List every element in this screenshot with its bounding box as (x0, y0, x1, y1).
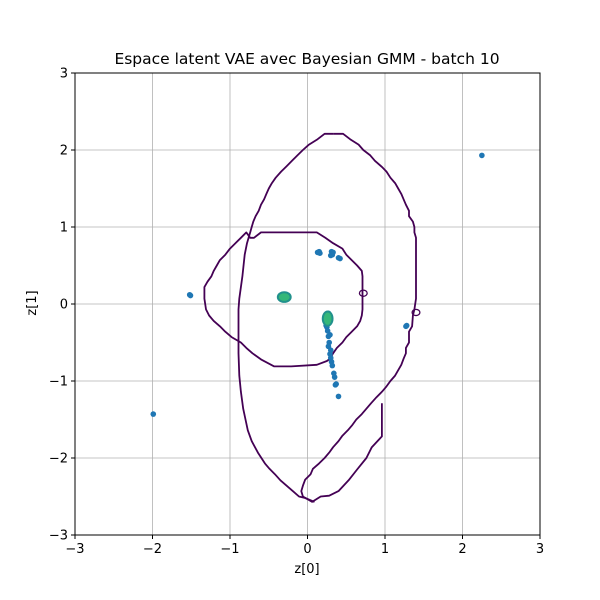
scatter-point (403, 323, 409, 330)
scatter-point (333, 381, 339, 387)
scatter-point (329, 362, 336, 369)
x-tick-label: 3 (536, 542, 544, 557)
y-tick-label: 0 (60, 298, 68, 313)
x-tick-label: 2 (458, 542, 466, 557)
x-tick-label: 1 (381, 542, 389, 557)
y-tick-label: −2 (49, 452, 68, 467)
x-axis-label: z[0] (294, 562, 319, 577)
y-axis-label: z[1] (25, 290, 40, 315)
scatter-point (330, 249, 336, 256)
density-peak-inner (323, 312, 332, 325)
y-tick-label: 2 (60, 144, 68, 159)
x-tick-label: −3 (65, 542, 84, 557)
chart-title: Espace latent VAE avec Bayesian GMM - ba… (114, 50, 499, 68)
x-tick-label: −2 (143, 542, 162, 557)
scatter-point (150, 411, 157, 417)
y-tick-label: 3 (60, 67, 68, 82)
scatter-point (316, 248, 322, 255)
scatter-point (335, 393, 342, 400)
scatter-point (331, 374, 338, 380)
axis-ticks: −3 −2 −1 0 1 2 3 −3 −2 −1 0 1 2 3 (49, 67, 544, 558)
density-peak-inner (278, 293, 290, 301)
contour-component-outer-left (237, 132, 334, 503)
density-peaks (276, 291, 334, 327)
x-tick-label: −1 (220, 542, 239, 557)
scatter-point (479, 152, 485, 159)
contour-small-loop (358, 289, 368, 297)
scatter-point (337, 255, 343, 262)
y-tick-label: −1 (49, 375, 68, 390)
contour-small-loop (411, 308, 421, 317)
x-tick-label: 0 (303, 542, 311, 557)
y-tick-label: 1 (60, 221, 68, 236)
contour-component-middle (203, 231, 364, 368)
contour-lines (203, 132, 421, 503)
scatter-point (327, 332, 333, 338)
scatter-point (187, 292, 194, 299)
y-tick-label: −3 (49, 529, 68, 544)
